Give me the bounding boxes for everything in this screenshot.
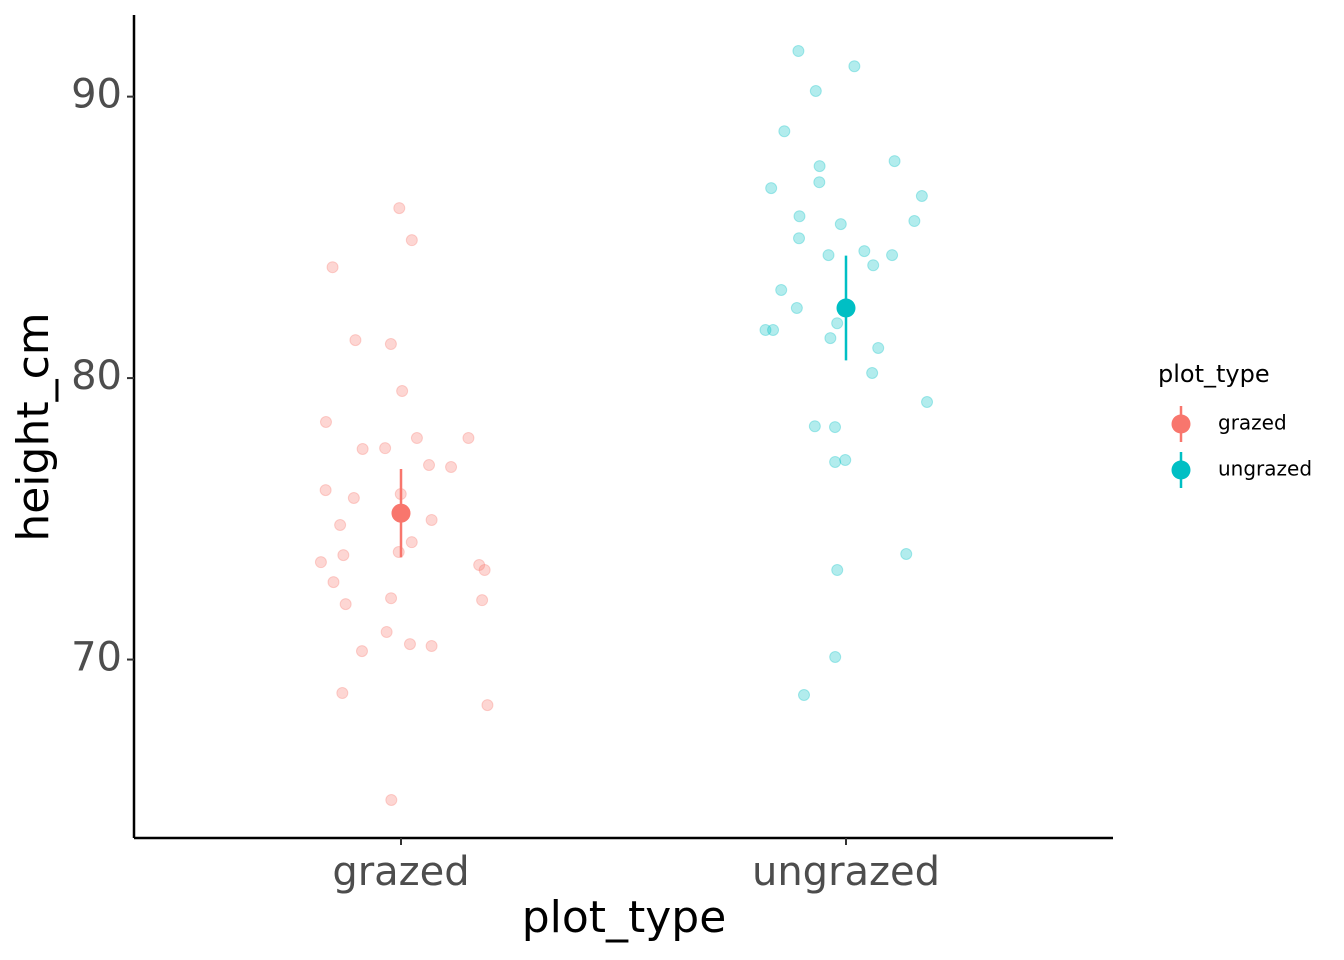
data-point <box>396 385 409 398</box>
data-point <box>831 317 844 330</box>
data-point <box>790 302 803 315</box>
y-axis-title: height_cm <box>8 312 59 541</box>
legend-label: grazed <box>1218 411 1287 435</box>
data-point <box>423 459 436 472</box>
data-point <box>872 341 885 354</box>
data-point <box>410 432 423 445</box>
data-point <box>888 155 901 168</box>
data-point <box>319 415 332 428</box>
data-point <box>476 594 489 607</box>
data-point <box>867 259 880 272</box>
data-point <box>314 556 327 569</box>
data-point <box>473 558 486 571</box>
legend-label: ungrazed <box>1218 457 1312 481</box>
data-point <box>405 234 418 247</box>
data-point <box>405 536 418 549</box>
data-point <box>392 546 405 559</box>
data-point <box>798 689 811 702</box>
data-point <box>834 218 847 231</box>
data-point <box>481 699 494 712</box>
y-tick-label: 70 <box>71 635 122 681</box>
data-point <box>775 283 788 296</box>
data-point <box>900 548 913 561</box>
data-point <box>319 484 332 497</box>
data-point <box>886 249 899 262</box>
data-point <box>915 189 928 202</box>
data-point <box>356 443 369 456</box>
data-point <box>839 453 852 466</box>
mean-point <box>836 298 856 318</box>
data-point <box>808 420 821 433</box>
data-point <box>908 215 921 228</box>
data-point <box>792 45 805 58</box>
data-point <box>347 491 360 504</box>
data-point <box>403 638 416 651</box>
x-tick-label: ungrazed <box>752 849 940 895</box>
data-point <box>379 442 392 455</box>
data-point <box>809 84 822 97</box>
data-point <box>445 461 458 474</box>
data-point <box>759 323 772 336</box>
data-point <box>336 687 349 700</box>
data-point <box>793 232 806 245</box>
data-point <box>355 645 368 658</box>
data-point <box>327 576 340 589</box>
mean-point <box>391 503 411 523</box>
data-point <box>334 519 347 532</box>
data-point <box>425 513 438 526</box>
data-point <box>813 176 826 189</box>
data-point <box>822 249 835 262</box>
legend-title: plot_type <box>1158 360 1270 388</box>
data-point <box>813 160 826 173</box>
data-point <box>829 455 842 468</box>
data-point <box>326 261 339 274</box>
data-point <box>765 182 778 195</box>
data-point <box>831 564 844 577</box>
data-point <box>767 323 780 336</box>
legend-key-point <box>1171 414 1191 434</box>
data-point <box>478 564 491 577</box>
data-point <box>385 592 398 605</box>
x-tick-label: grazed <box>332 849 469 895</box>
data-point <box>339 598 352 611</box>
data-point <box>393 202 406 215</box>
data-point <box>921 396 934 409</box>
data-point <box>380 625 393 638</box>
y-tick-label: 90 <box>71 72 122 118</box>
data-point <box>778 125 791 138</box>
legend-key-point <box>1171 460 1191 480</box>
data-point <box>425 640 438 653</box>
data-point <box>848 60 861 73</box>
data-point <box>829 651 842 664</box>
data-point <box>349 334 362 347</box>
x-axis-title: plot_type <box>522 892 727 943</box>
data-point <box>337 549 350 562</box>
data-point <box>866 367 879 380</box>
data-point <box>384 338 397 351</box>
data-point <box>829 421 842 434</box>
data-point <box>824 332 837 345</box>
data-point <box>385 794 398 807</box>
data-point <box>462 432 475 445</box>
data-point <box>793 210 806 223</box>
data-point <box>858 245 871 258</box>
y-tick-label: 80 <box>71 353 122 399</box>
